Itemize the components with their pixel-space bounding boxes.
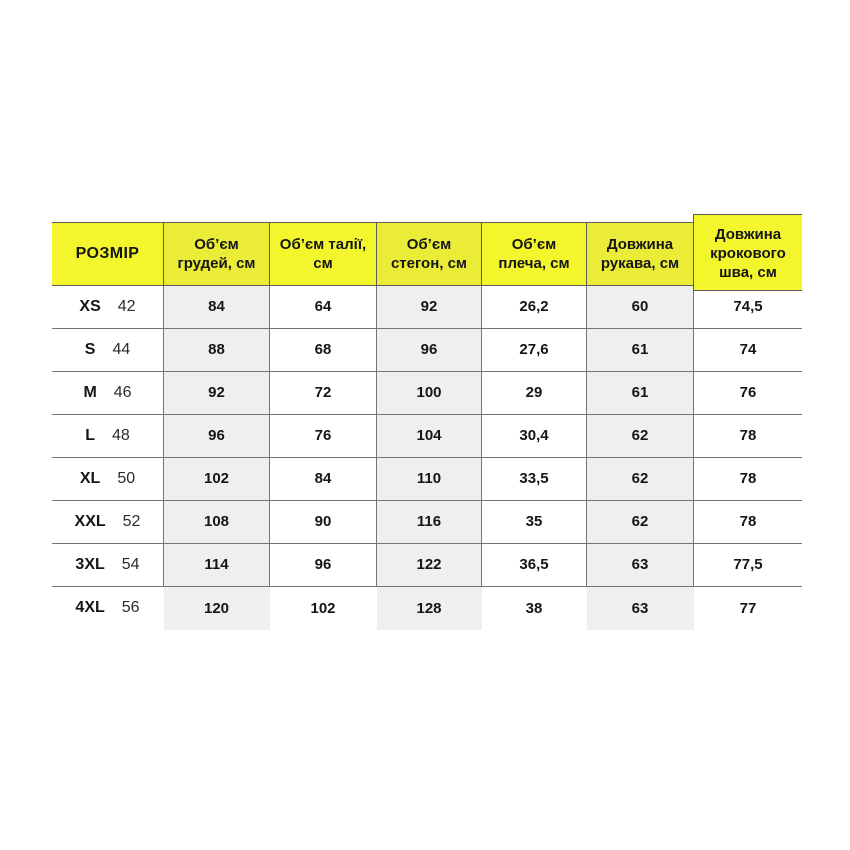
size-code: XXL (74, 512, 106, 530)
size-number: 48 (111, 426, 130, 444)
value-cell: 61 (587, 328, 694, 372)
value-cell: 102 (270, 586, 377, 630)
value-cell: 68 (270, 328, 377, 372)
value-cell: 110 (377, 457, 482, 501)
size-cell: M 46 (52, 371, 164, 415)
size-code: M (83, 383, 97, 401)
size-code: XS (79, 297, 101, 315)
size-code: S (84, 340, 96, 358)
size-number: 46 (113, 383, 132, 401)
value-cell: 74,5 (694, 285, 802, 329)
value-cell: 63 (587, 586, 694, 630)
size-cell: XXL 52 (52, 500, 164, 544)
table-row: 3XL 54 114 96 122 36,5 63 77,5 (52, 543, 802, 587)
value-cell: 38 (482, 586, 587, 630)
size-number: 52 (122, 512, 141, 530)
header-chest-volume: Об’єм грудей, см (164, 222, 270, 286)
value-cell: 122 (377, 543, 482, 587)
value-cell: 128 (377, 586, 482, 630)
header-size: РОЗМІР (52, 222, 164, 286)
value-cell: 26,2 (482, 285, 587, 329)
value-cell: 62 (587, 414, 694, 458)
value-cell: 27,6 (482, 328, 587, 372)
size-cell: S 44 (52, 328, 164, 372)
value-cell: 108 (164, 500, 270, 544)
value-cell: 74 (694, 328, 802, 372)
value-cell: 35 (482, 500, 587, 544)
value-cell: 92 (377, 285, 482, 329)
size-table: РОЗМІР Об’єм грудей, см Об’єм талії, см … (52, 214, 802, 630)
value-cell: 78 (694, 500, 802, 544)
value-cell: 77,5 (694, 543, 802, 587)
value-cell: 62 (587, 500, 694, 544)
value-cell: 96 (377, 328, 482, 372)
header-sleeve-length: Довжина рукава, см (587, 222, 694, 286)
value-cell: 102 (164, 457, 270, 501)
value-cell: 100 (377, 371, 482, 415)
value-cell: 92 (164, 371, 270, 415)
header-inseam-length: Довжина крокового шва, см (693, 214, 802, 291)
table-row: XXL 52 108 90 116 35 62 78 (52, 500, 802, 544)
table-row: M 46 92 72 100 29 61 76 (52, 371, 802, 415)
size-cell: 3XL 54 (52, 543, 164, 587)
value-cell: 116 (377, 500, 482, 544)
value-cell: 60 (587, 285, 694, 329)
table-row: XS 42 84 64 92 26,2 60 74,5 (52, 285, 802, 329)
value-cell: 62 (587, 457, 694, 501)
size-code: 3XL (75, 555, 105, 573)
value-cell: 76 (694, 371, 802, 415)
size-code: L (85, 426, 95, 444)
value-cell: 114 (164, 543, 270, 587)
value-cell: 77 (694, 586, 802, 630)
size-number: 54 (121, 555, 140, 573)
size-cell: 4XL 56 (52, 586, 164, 630)
size-cell: XS 42 (52, 285, 164, 329)
value-cell: 88 (164, 328, 270, 372)
value-cell: 90 (270, 500, 377, 544)
header-hip-volume: Об’єм стегон, см (377, 222, 482, 286)
size-number: 44 (112, 340, 131, 358)
value-cell: 78 (694, 414, 802, 458)
header-waist-volume: Об’єм талії, см (270, 222, 377, 286)
value-cell: 30,4 (482, 414, 587, 458)
size-number: 42 (117, 297, 136, 315)
header-row: РОЗМІР Об’єм грудей, см Об’єм талії, см … (52, 214, 802, 291)
value-cell: 96 (164, 414, 270, 458)
value-cell: 76 (270, 414, 377, 458)
size-cell: XL 50 (52, 457, 164, 501)
size-cell: L 48 (52, 414, 164, 458)
value-cell: 61 (587, 371, 694, 415)
value-cell: 63 (587, 543, 694, 587)
value-cell: 120 (164, 586, 270, 630)
size-number: 50 (117, 469, 136, 487)
header-shoulder-volume: Об’єм плеча, см (482, 222, 587, 286)
size-number: 56 (121, 599, 140, 617)
value-cell: 29 (482, 371, 587, 415)
value-cell: 64 (270, 285, 377, 329)
value-cell: 96 (270, 543, 377, 587)
table-row: 4XL 56 120 102 128 38 63 77 (52, 586, 802, 630)
table-row: L 48 96 76 104 30,4 62 78 (52, 414, 802, 458)
value-cell: 84 (164, 285, 270, 329)
size-code: 4XL (75, 599, 105, 617)
value-cell: 72 (270, 371, 377, 415)
table-row: XL 50 102 84 110 33,5 62 78 (52, 457, 802, 501)
value-cell: 104 (377, 414, 482, 458)
value-cell: 33,5 (482, 457, 587, 501)
size-code: XL (79, 469, 101, 487)
value-cell: 84 (270, 457, 377, 501)
value-cell: 36,5 (482, 543, 587, 587)
value-cell: 78 (694, 457, 802, 501)
table-row: S 44 88 68 96 27,6 61 74 (52, 328, 802, 372)
